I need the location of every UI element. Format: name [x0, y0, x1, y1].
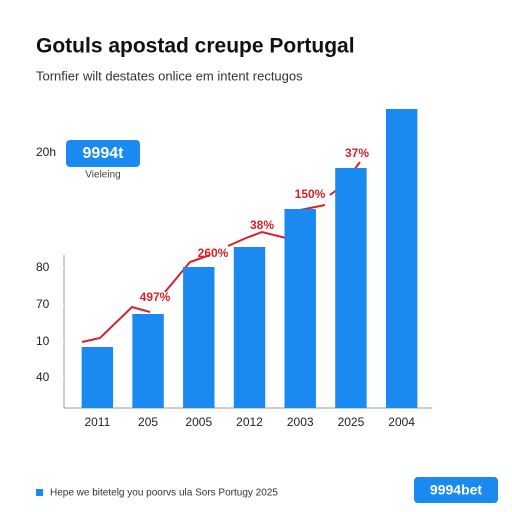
bar: [183, 267, 215, 408]
badge-box: [66, 140, 140, 167]
chart-subtitle: Tornfier wilt destates onlice em intent …: [36, 68, 303, 83]
annotation: 38%: [250, 218, 274, 232]
logo-box: [414, 477, 498, 503]
y-tick-label: 20h: [36, 145, 56, 159]
y-tick-label: 40: [36, 370, 50, 384]
x-tick-label: 2005: [185, 415, 212, 429]
y-tick-label: 10: [36, 334, 50, 348]
bar: [132, 314, 164, 408]
badge-caption: Vieleing: [85, 170, 120, 181]
bar: [385, 109, 418, 408]
bar: [233, 247, 266, 408]
x-tick-label: 2011: [84, 415, 110, 429]
bar: [335, 168, 367, 408]
y-tick-label: 80: [36, 260, 50, 274]
bar: [284, 209, 316, 408]
logo: 9994bet: [430, 482, 482, 498]
y-tick-label: 70: [36, 297, 50, 311]
annotation: 150%: [295, 187, 326, 201]
chart-title: Gotuls apostad creupe Portugal: [36, 35, 355, 58]
badge: 9994t: [83, 145, 125, 162]
x-tick-label: 2025: [338, 415, 365, 429]
x-tick-label: 205: [138, 415, 158, 429]
bar: [81, 347, 114, 408]
legend-text: Hepe we bitetelg you poorvs ula Sors Por…: [50, 488, 278, 499]
x-tick-label: 2012: [236, 415, 263, 429]
legend-swatch: [36, 489, 43, 496]
annotation: 37%: [345, 146, 369, 160]
annotation: 260%: [198, 246, 229, 260]
trend-line: [81, 161, 361, 343]
annotation: 497%: [140, 290, 171, 304]
x-tick-label: 2003: [287, 415, 314, 429]
x-tick-label: 2004: [388, 415, 415, 429]
